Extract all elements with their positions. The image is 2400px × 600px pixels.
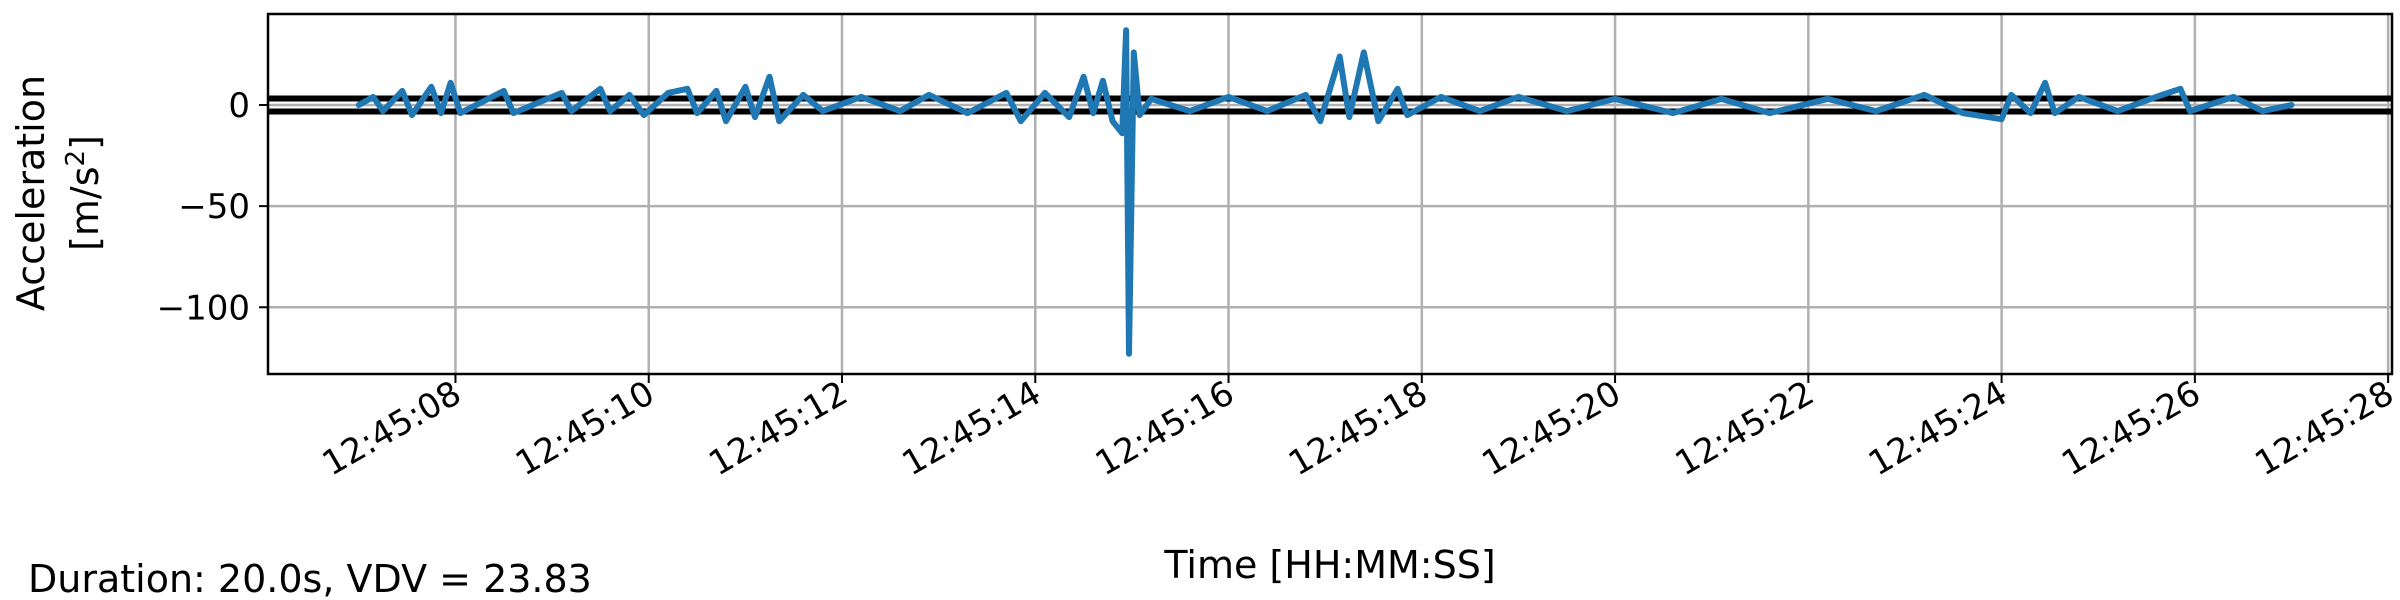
x-tick-label: 12:45:08: [316, 373, 468, 484]
y-tick-label: −100: [157, 288, 250, 328]
y-tick-layer: 0 −50 −100: [157, 86, 268, 328]
x-tick-label: 12:45:24: [1862, 373, 2014, 484]
x-tick-label: 12:45:28: [2248, 373, 2400, 484]
x-tick-label: 12:45:18: [1282, 373, 1434, 484]
x-tick-layer: 12:45:08 12:45:10 12:45:12 12:45:14 12:45:16…: [316, 373, 2400, 484]
x-tick-label: 12:45:22: [1669, 373, 1821, 484]
y-axis-title-line2: [m/s2]: [61, 135, 107, 251]
plot-frame: [266, 12, 2394, 376]
grid-layer: [268, 14, 2392, 374]
y-axis-title-close: ]: [63, 135, 107, 150]
y-tick-label: 0: [228, 86, 250, 126]
acceleration-series-line: [355, 27, 2295, 357]
x-tick-label: 12:45:10: [509, 373, 661, 484]
duration-vdv-note: Duration: 20.0s, VDV = 23.83: [28, 557, 592, 600]
x-axis-title: Time [HH:MM:SS]: [1163, 543, 1495, 587]
y-tick-label: −50: [178, 187, 250, 227]
x-tick-label: 12:45:14: [896, 373, 1048, 484]
y-axis-title-superscript: 2: [61, 150, 91, 167]
x-tick-label: 12:45:16: [1089, 373, 1241, 484]
series-layer: [355, 27, 2295, 357]
y-axis-title-line1: Acceleration: [9, 75, 53, 311]
x-tick-label: 12:45:20: [1475, 373, 1627, 484]
x-tick-label: 12:45:12: [702, 373, 854, 484]
x-tick-label: 12:45:26: [2055, 373, 2207, 484]
y-axis-title-unit: [m/s: [63, 166, 107, 250]
